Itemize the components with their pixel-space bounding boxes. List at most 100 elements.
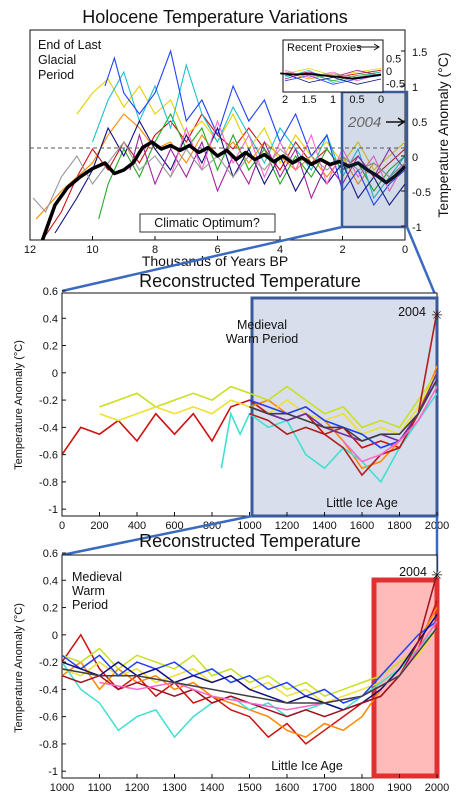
x-tick-label: 1700	[312, 782, 336, 794]
y-tick-label: 0.6	[43, 286, 58, 298]
y-tick-label: 0.2	[43, 341, 58, 353]
y-tick-label: 0.2	[43, 603, 58, 615]
y-tick-label: -0.6	[39, 712, 58, 724]
chart-title: Reconstructed Temperature	[139, 531, 361, 551]
y-tick-label: -1	[412, 222, 422, 234]
y-tick-label: -1	[48, 504, 58, 516]
year-2004-label: 2004	[398, 305, 426, 319]
inset-arrow-icon	[358, 43, 380, 51]
series-line	[220, 392, 438, 484]
inset-x-tick-label: 0	[378, 94, 384, 106]
asterisk-icon: ✳	[431, 567, 443, 583]
medieval-label-line1: Medieval	[237, 318, 287, 332]
glacial-annotation: End of Last Glacial Period	[38, 38, 102, 82]
inset-y-tick-label: -0.5	[386, 79, 405, 91]
y-tick-label: 0	[52, 630, 58, 642]
recent-proxies-inset: Recent Proxies 2 1.5 1 0.5 0 0.50-0.5	[280, 39, 405, 106]
series-line	[249, 372, 438, 442]
series-line	[249, 379, 438, 442]
little-ice-age-label: Little Ice Age	[326, 496, 398, 510]
x-tick-label: 1800	[350, 782, 374, 794]
inset-y-tick-label: 0.5	[386, 54, 401, 66]
y-tick-label: 0	[52, 368, 58, 380]
plot-frame	[61, 292, 438, 517]
y-axis-label: Temperature Anomaly (°C)	[13, 340, 25, 470]
y-tick-label: -0.2	[39, 395, 58, 407]
zoom-box	[340, 90, 409, 229]
zoom-connector-right	[405, 226, 439, 300]
inset-mean-line	[280, 72, 382, 80]
medieval-label-line2: Warm	[72, 584, 105, 598]
x-tick-label: 1000	[50, 782, 74, 794]
y-tick-label: 0.4	[43, 313, 58, 325]
inset-y-tick-label: 0	[386, 66, 392, 78]
x-tick-label: 1900	[387, 782, 411, 794]
x-tick-label: 1000	[237, 520, 261, 532]
series-line	[61, 620, 438, 698]
x-tick-label: 1300	[162, 782, 186, 794]
series-line	[61, 613, 438, 711]
y-axis-ticks: 0.6 0.4 0.2 0 -0.2 -0.4 -0.6 -0.8 -1	[39, 548, 66, 778]
y-axis-ticks: 0.6 0.4 0.2 0 -0.2 -0.4 -0.6 -0.8 -1	[39, 286, 66, 516]
x-tick-label: 1600	[275, 782, 299, 794]
mean-line-group	[40, 140, 407, 241]
y-tick-label: -0.4	[39, 684, 58, 696]
x-axis-ticks: 12 10 8 6 4 2 0	[24, 236, 408, 256]
y-tick-label: 0.5	[412, 117, 427, 129]
series-line	[104, 49, 406, 207]
holocene-chart: Holocene Temperature Variations End of L…	[24, 7, 451, 269]
y-tick-label: 1.5	[412, 47, 427, 59]
series-lines	[61, 311, 438, 484]
inset-series-line	[284, 69, 382, 83]
glacial-label-line3: Period	[38, 68, 74, 82]
inset-y-ticks: 0.50-0.5	[386, 54, 405, 91]
reconstructed-chart-2000y: Reconstructed Temperature Medieval Warm …	[13, 271, 449, 532]
inset-series-line	[284, 68, 382, 76]
series-line	[61, 627, 438, 739]
x-tick-label: 1600	[350, 520, 374, 532]
y-axis-ticks: 1.5 1 0.5 0 -0.5 -1	[401, 47, 431, 234]
inset-lines	[280, 68, 382, 85]
x-tick-label: 1200	[125, 782, 149, 794]
y-tick-label: -0.6	[39, 450, 58, 462]
x-tick-label: 0	[402, 244, 408, 256]
y-tick-label: 0.6	[43, 548, 58, 560]
year-2004-label: 2004	[399, 565, 427, 579]
series-line	[342, 386, 438, 463]
inset-frame	[282, 39, 384, 93]
glacial-label-line1: End of Last	[38, 38, 102, 52]
series-line	[61, 627, 438, 704]
highlight-box	[250, 296, 439, 518]
inset-x-ticks: 2 1.5 1 0.5 0	[282, 94, 384, 106]
x-tick-label: 12	[24, 244, 36, 256]
arrow-right-icon	[386, 117, 406, 127]
y-tick-label: 1	[412, 82, 418, 94]
medieval-label-line2: Warm Period	[226, 332, 299, 346]
x-tick-label: 10	[86, 244, 98, 256]
inset-title: Recent Proxies	[287, 42, 362, 54]
y-tick-label: -0.2	[39, 657, 58, 669]
y-tick-label: 0.4	[43, 575, 58, 587]
little-ice-age-label: Little Ice Age	[271, 759, 343, 773]
x-tick-label: 0	[59, 520, 65, 532]
year-2004-label: 2004	[347, 114, 381, 131]
chart-title: Reconstructed Temperature	[139, 271, 361, 291]
inset-x-tick-label: 1.5	[301, 94, 316, 106]
x-tick-label: 1800	[387, 520, 411, 532]
x-tick-label: 2000	[425, 782, 449, 794]
glacial-label-line2: Glacial	[38, 53, 76, 67]
x-tick-label: 8	[152, 244, 158, 256]
x-tick-label: 1400	[312, 520, 336, 532]
x-axis-ticks: 0200400600800100012001400160018002000	[59, 512, 449, 532]
x-tick-label: 400	[128, 520, 146, 532]
reconstructed-chart-1000y: Reconstructed Temperature Medieval Warm …	[13, 531, 449, 794]
x-tick-label: 6	[214, 244, 220, 256]
inset-x-tick-label: 2	[282, 94, 288, 106]
medieval-label-line1: Medieval	[72, 570, 122, 584]
series-line	[129, 133, 406, 200]
series-lines	[61, 573, 438, 745]
mean-line	[40, 140, 407, 241]
y-tick-label: 0	[412, 152, 418, 164]
inset-x-tick-label: 1	[330, 94, 336, 106]
